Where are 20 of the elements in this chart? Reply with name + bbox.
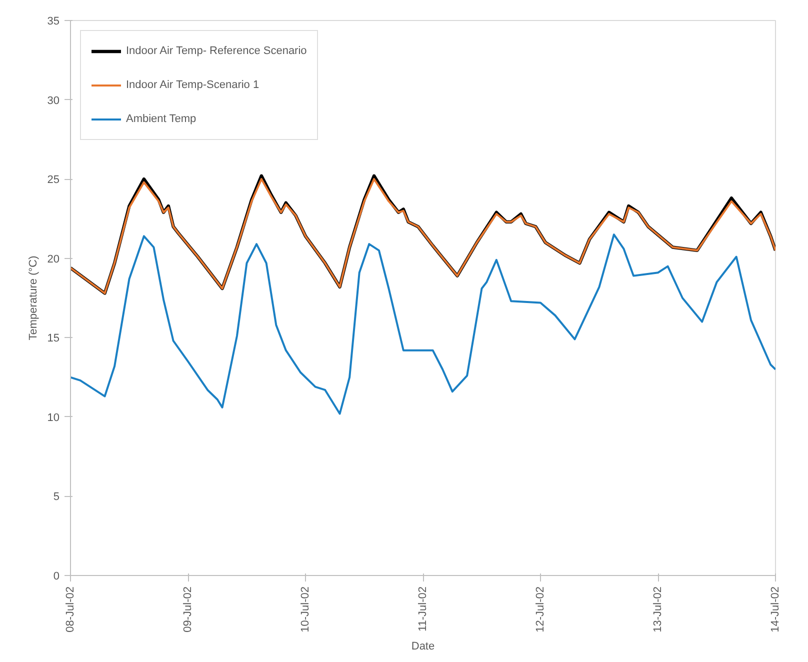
y-tick-label: 10 xyxy=(47,412,60,424)
x-tick-label: 12-Jul-02 xyxy=(534,586,546,632)
x-tick-label: 10-Jul-02 xyxy=(300,586,312,632)
y-tick-label: 0 xyxy=(53,570,60,582)
y-tick-label: 25 xyxy=(47,174,60,186)
x-tick-label: 09-Jul-02 xyxy=(182,586,194,632)
x-axis-title: Date xyxy=(411,640,435,652)
y-tick-label: 35 xyxy=(47,16,60,28)
x-tick-label: 08-Jul-02 xyxy=(64,586,76,632)
legend-label: Indoor Air Temp- Reference Scenario xyxy=(126,45,307,57)
x-tick-label: 11-Jul-02 xyxy=(417,586,429,632)
y-tick-label: 5 xyxy=(53,491,60,504)
y-tick-label: 15 xyxy=(47,332,60,345)
y-tick-label: 20 xyxy=(47,253,60,266)
y-axis-title: Temperature (°C) xyxy=(27,256,40,340)
x-tick-label: 13-Jul-02 xyxy=(652,586,664,632)
x-tick-label: 14-Jul-02 xyxy=(770,586,782,632)
legend-label: Indoor Air Temp-Scenario 1 xyxy=(126,79,260,91)
y-tick-label: 30 xyxy=(47,94,60,107)
legend-label: Ambient Temp xyxy=(126,113,196,125)
